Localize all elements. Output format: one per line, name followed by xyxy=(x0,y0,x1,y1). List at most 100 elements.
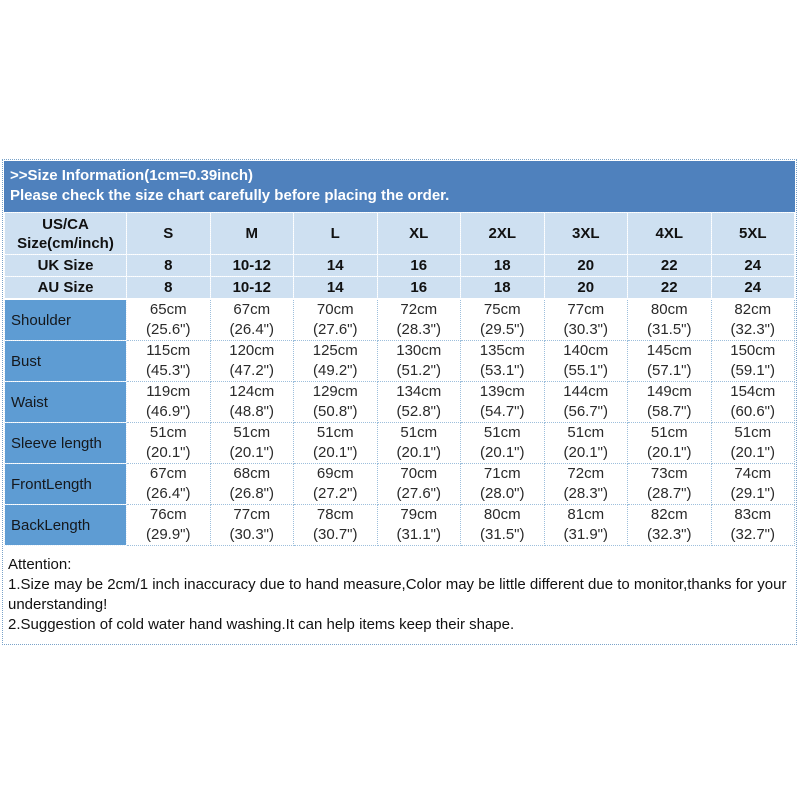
measurement-cm: 51cm xyxy=(233,424,271,441)
au-size-value-5: 20 xyxy=(543,276,628,300)
measurement-label: BackLength xyxy=(4,504,127,546)
size-col-header-0: S xyxy=(126,212,211,255)
measurement-inch: (48.8") xyxy=(229,403,274,420)
measurement-cell: 67cm (26.4") xyxy=(209,298,294,341)
measurement-cell: 51cm (20.1") xyxy=(460,422,545,464)
measurement-cell: 51cm (20.1") xyxy=(126,422,211,464)
measurement-label: Shoulder xyxy=(4,298,127,341)
measurement-row-2: Waist 119cm (46.9") 124cm (48.8") 129cm (50.8"… xyxy=(4,381,795,423)
measurement-cm: 79cm xyxy=(400,506,438,523)
measurement-cell: 139cm (54.7") xyxy=(460,381,545,423)
measurement-cm: 51cm xyxy=(650,424,688,441)
measurement-cell: 120cm (47.2") xyxy=(209,340,294,382)
measurement-cell: 70cm (27.6") xyxy=(293,298,378,341)
measurement-inch: (56.7") xyxy=(563,403,608,420)
measurement-cm: 80cm xyxy=(483,506,521,523)
attention-item-1: 1.Size may be 2cm/1 inch inaccuracy due … xyxy=(8,576,787,613)
measurement-inch: (57.1") xyxy=(646,362,692,379)
measurement-inch: (26.4") xyxy=(229,321,274,338)
attention-section: Attention: 1.Size may be 2cm/1 inch inac… xyxy=(4,546,795,643)
measurement-inch: (32.3") xyxy=(730,321,775,338)
measurement-cm: 82cm xyxy=(734,301,772,318)
corner-header-cell: US/CA Size(cm/inch) xyxy=(4,212,127,255)
measurement-cell: 140cm (55.1") xyxy=(543,340,628,382)
measurement-cm: 67cm xyxy=(233,301,271,318)
measurement-cm: 65cm xyxy=(149,301,187,318)
measurement-inch: (20.1") xyxy=(646,444,692,461)
measurement-inch: (59.1") xyxy=(730,362,775,379)
measurement-cell: 119cm (46.9") xyxy=(126,381,211,423)
uk-size-value-3: 16 xyxy=(376,254,461,277)
measurement-cell: 124cm (48.8") xyxy=(209,381,294,423)
measurement-inch: (26.8") xyxy=(229,485,274,502)
corner-line1: US/CA xyxy=(42,215,89,233)
measurement-cm: 77cm xyxy=(233,506,271,523)
measurement-cm: 115cm xyxy=(146,342,191,359)
measurement-cell: 72cm (28.3") xyxy=(376,298,461,341)
uk-size-value-4: 18 xyxy=(460,254,545,277)
size-col-header-5: 3XL xyxy=(543,212,628,255)
measurement-cm: 145cm xyxy=(646,342,692,359)
uk-size-row: UK Size 8 10-12 14 16 18 20 22 24 xyxy=(4,254,795,277)
measurement-cm: 80cm xyxy=(650,301,688,318)
measurement-inch: (20.1") xyxy=(396,444,441,461)
measurement-inch: (31.5") xyxy=(479,526,525,543)
size-col-header-4: 2XL xyxy=(460,212,545,255)
measurement-cm: 51cm xyxy=(483,424,521,441)
size-col-header-6: 4XL xyxy=(627,212,712,255)
measurement-cell: 145cm (57.1") xyxy=(627,340,712,382)
measurement-cm: 73cm xyxy=(650,465,688,482)
measurement-cm: 129cm xyxy=(312,383,358,400)
measurement-cell: 78cm (30.7") xyxy=(293,504,378,546)
measurement-cm: 72cm xyxy=(400,301,438,318)
measurement-label: Sleeve length xyxy=(4,422,127,464)
measurement-inch: (29.1") xyxy=(730,485,775,502)
measurement-cell: 80cm (31.5") xyxy=(460,504,545,546)
measurement-cm: 139cm xyxy=(479,383,525,400)
measurement-cell: 115cm (45.3") xyxy=(126,340,211,382)
measurement-inch: (45.3") xyxy=(145,362,191,379)
measurement-cell: 76cm (29.9") xyxy=(126,504,211,546)
measurement-cell: 51cm (20.1") xyxy=(293,422,378,464)
measurement-row-4: FrontLength 67cm (26.4") 68cm (26.8") 69cm (27… xyxy=(4,463,795,505)
measurement-inch: (28.7") xyxy=(646,485,692,502)
au-size-value-7: 24 xyxy=(710,276,795,300)
measurement-cell: 82cm (32.3") xyxy=(627,504,712,546)
measurement-cell: 82cm (32.3") xyxy=(710,298,795,341)
measurement-cell: 74cm (29.1") xyxy=(710,463,795,505)
measurement-cell: 51cm (20.1") xyxy=(710,422,795,464)
measurement-inch: (46.9") xyxy=(145,403,191,420)
measurement-cell: 79cm (31.1") xyxy=(376,504,461,546)
measurement-cell: 77cm (30.3") xyxy=(543,298,628,341)
measurement-inch: (58.7") xyxy=(646,403,692,420)
measurement-cell: 77cm (30.3") xyxy=(209,504,294,546)
measurement-cell: 83cm (32.7") xyxy=(710,504,795,546)
measurement-cell: 69cm (27.2") xyxy=(293,463,378,505)
measurement-inch: (27.6") xyxy=(312,321,358,338)
measurement-cm: 154cm xyxy=(730,383,776,400)
measurement-cm: 81cm xyxy=(567,506,605,523)
measurement-inch: (32.3") xyxy=(646,526,692,543)
measurement-inch: (55.1") xyxy=(563,362,608,379)
measurement-cm: 119cm xyxy=(146,383,191,400)
au-size-value-2: 14 xyxy=(293,276,378,300)
measurement-row-3: Sleeve length 51cm (20.1") 51cm (20.1") 51cm (… xyxy=(4,422,795,464)
measurement-cell: 67cm (26.4") xyxy=(126,463,211,505)
measurement-cell: 125cm (49.2") xyxy=(293,340,378,382)
measurement-cm: 76cm xyxy=(149,506,187,523)
measurement-cm: 149cm xyxy=(646,383,692,400)
measurement-inch: (28.3") xyxy=(563,485,608,502)
measurement-cm: 125cm xyxy=(312,342,358,359)
size-col-header-7: 5XL xyxy=(710,212,795,255)
size-table: US/CA Size(cm/inch) S M L XL 2XL 3XL 4XL 5XL UK Si… xyxy=(4,212,795,546)
measurement-cell: 51cm (20.1") xyxy=(543,422,628,464)
au-size-value-6: 22 xyxy=(627,276,712,300)
measurement-inch: (20.1") xyxy=(312,444,358,461)
measurement-cell: 150cm (59.1") xyxy=(710,340,795,382)
measurement-inch: (28.3") xyxy=(396,321,441,338)
measurement-cell: 130cm (51.2") xyxy=(376,340,461,382)
measurement-cell: 51cm (20.1") xyxy=(209,422,294,464)
uk-size-value-2: 14 xyxy=(293,254,378,277)
measurement-inch: (28.0") xyxy=(479,485,525,502)
au-size-value-1: 10-12 xyxy=(209,276,294,300)
